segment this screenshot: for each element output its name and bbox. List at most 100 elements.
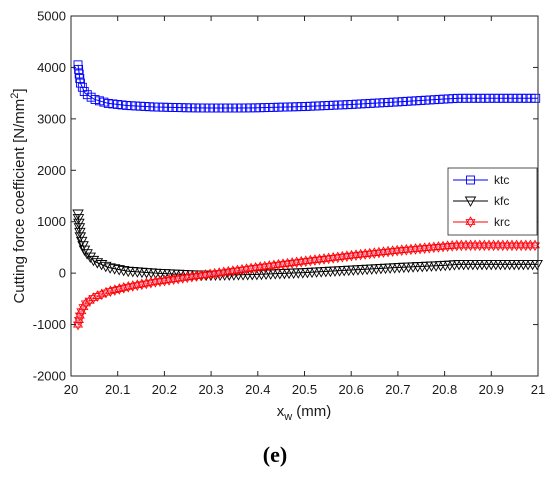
- y-tick-label: 2000: [37, 163, 66, 178]
- data-point: [512, 93, 522, 103]
- x-tick-label: 20.8: [432, 382, 457, 397]
- data-point: [117, 100, 127, 110]
- legend-entry-kfc: kfc: [453, 194, 509, 208]
- data-point: [108, 264, 121, 275]
- data-point: [531, 259, 543, 271]
- x-tick-label: 20.4: [245, 382, 270, 397]
- data-point: [223, 103, 233, 113]
- data-point: [434, 94, 444, 104]
- data-point: [264, 103, 274, 112]
- data-point: [79, 87, 89, 96]
- legend-label: krc: [494, 215, 510, 229]
- data-point: [499, 93, 508, 103]
- data-point: [195, 103, 205, 113]
- data-point: [430, 95, 439, 105]
- data-point: [480, 93, 490, 103]
- data-point: [526, 93, 536, 103]
- data-point: [154, 102, 164, 112]
- data-point: [310, 101, 320, 111]
- data-point: [237, 103, 247, 113]
- data-point: [250, 103, 260, 113]
- data-point: [319, 101, 329, 111]
- data-point: [246, 103, 256, 113]
- data-point: [457, 93, 467, 103]
- data-point: [113, 99, 122, 109]
- data-point: [397, 97, 407, 107]
- data-point: [522, 93, 531, 103]
- data-point: [117, 265, 130, 277]
- y-tick-label: 1000: [37, 214, 66, 229]
- x-axis-label-main: x: [277, 403, 285, 420]
- legend-label: kfc: [494, 194, 509, 208]
- data-point: [113, 265, 125, 276]
- data-point: [420, 95, 430, 105]
- y-tick-label: 4000: [37, 60, 66, 75]
- data-point: [338, 100, 348, 110]
- data-point: [255, 103, 265, 113]
- series-ktc: [73, 60, 541, 113]
- axis-ticks: 20 20.1 20.2 20.3 20.4 20.5 20.6 20.7 20.8 20.9 21…: [33, 9, 545, 398]
- data-point: [131, 101, 141, 111]
- x-tick-label: 20.2: [152, 382, 177, 397]
- x-tick-label: 20.3: [198, 382, 223, 397]
- data-point: [503, 93, 513, 103]
- data-point: [177, 103, 187, 113]
- data-point: [278, 102, 288, 112]
- data-point: [78, 245, 91, 256]
- data-point: [91, 258, 104, 269]
- y-axis-label-sup: 2: [9, 93, 21, 99]
- x-tick-label: 20.6: [339, 382, 364, 397]
- data-point: [365, 98, 375, 108]
- data-point: [95, 260, 108, 271]
- data-point: [163, 102, 173, 112]
- y-tick-label: -1000: [33, 317, 66, 332]
- data-point: [333, 100, 343, 110]
- data-point: [529, 239, 540, 252]
- x-tick-label: 20.9: [479, 382, 504, 397]
- data-point: [84, 252, 97, 263]
- data-point: [181, 103, 191, 113]
- data-point: [260, 103, 269, 113]
- legend-entry-krc: krc: [453, 215, 510, 229]
- legend-label: ktc: [494, 173, 509, 187]
- data-point: [273, 102, 283, 112]
- legend-entry-ktc: ktc: [453, 173, 509, 187]
- data-point: [465, 216, 476, 228]
- data-point: [287, 102, 297, 112]
- data-point: [75, 74, 85, 83]
- legend: ktc kfc krc: [447, 167, 538, 236]
- data-point: [108, 99, 118, 109]
- data-point: [352, 99, 361, 109]
- data-point: [402, 96, 412, 106]
- y-axis-label-main: Cutting force coefficient [N/mm: [11, 99, 28, 304]
- x-axis-label-sub: w: [283, 411, 292, 423]
- data-point: [301, 102, 311, 111]
- data-point: [100, 261, 112, 273]
- data-point: [74, 69, 84, 79]
- data-point: [283, 102, 292, 112]
- data-point: [439, 94, 449, 104]
- data-point: [476, 93, 485, 103]
- data-point: [494, 93, 504, 103]
- data-point: [140, 102, 150, 111]
- data-point: [135, 101, 145, 111]
- data-point: [384, 97, 394, 107]
- data-point: [200, 103, 210, 113]
- data-point: [218, 103, 228, 113]
- data-point: [393, 97, 403, 107]
- data-point: [73, 60, 83, 70]
- data-point: [172, 103, 182, 112]
- data-point: [347, 99, 357, 109]
- data-point: [306, 101, 315, 111]
- data-point: [227, 103, 237, 113]
- panel-label: (e): [262, 442, 288, 467]
- data-point: [416, 96, 426, 105]
- series-marks: [72, 60, 543, 331]
- data-point: [517, 93, 527, 103]
- data-point: [126, 101, 136, 111]
- x-tick-label: 20: [64, 382, 78, 397]
- data-point: [232, 103, 242, 113]
- data-point: [466, 93, 476, 103]
- data-point: [407, 96, 417, 106]
- data-point: [329, 100, 338, 110]
